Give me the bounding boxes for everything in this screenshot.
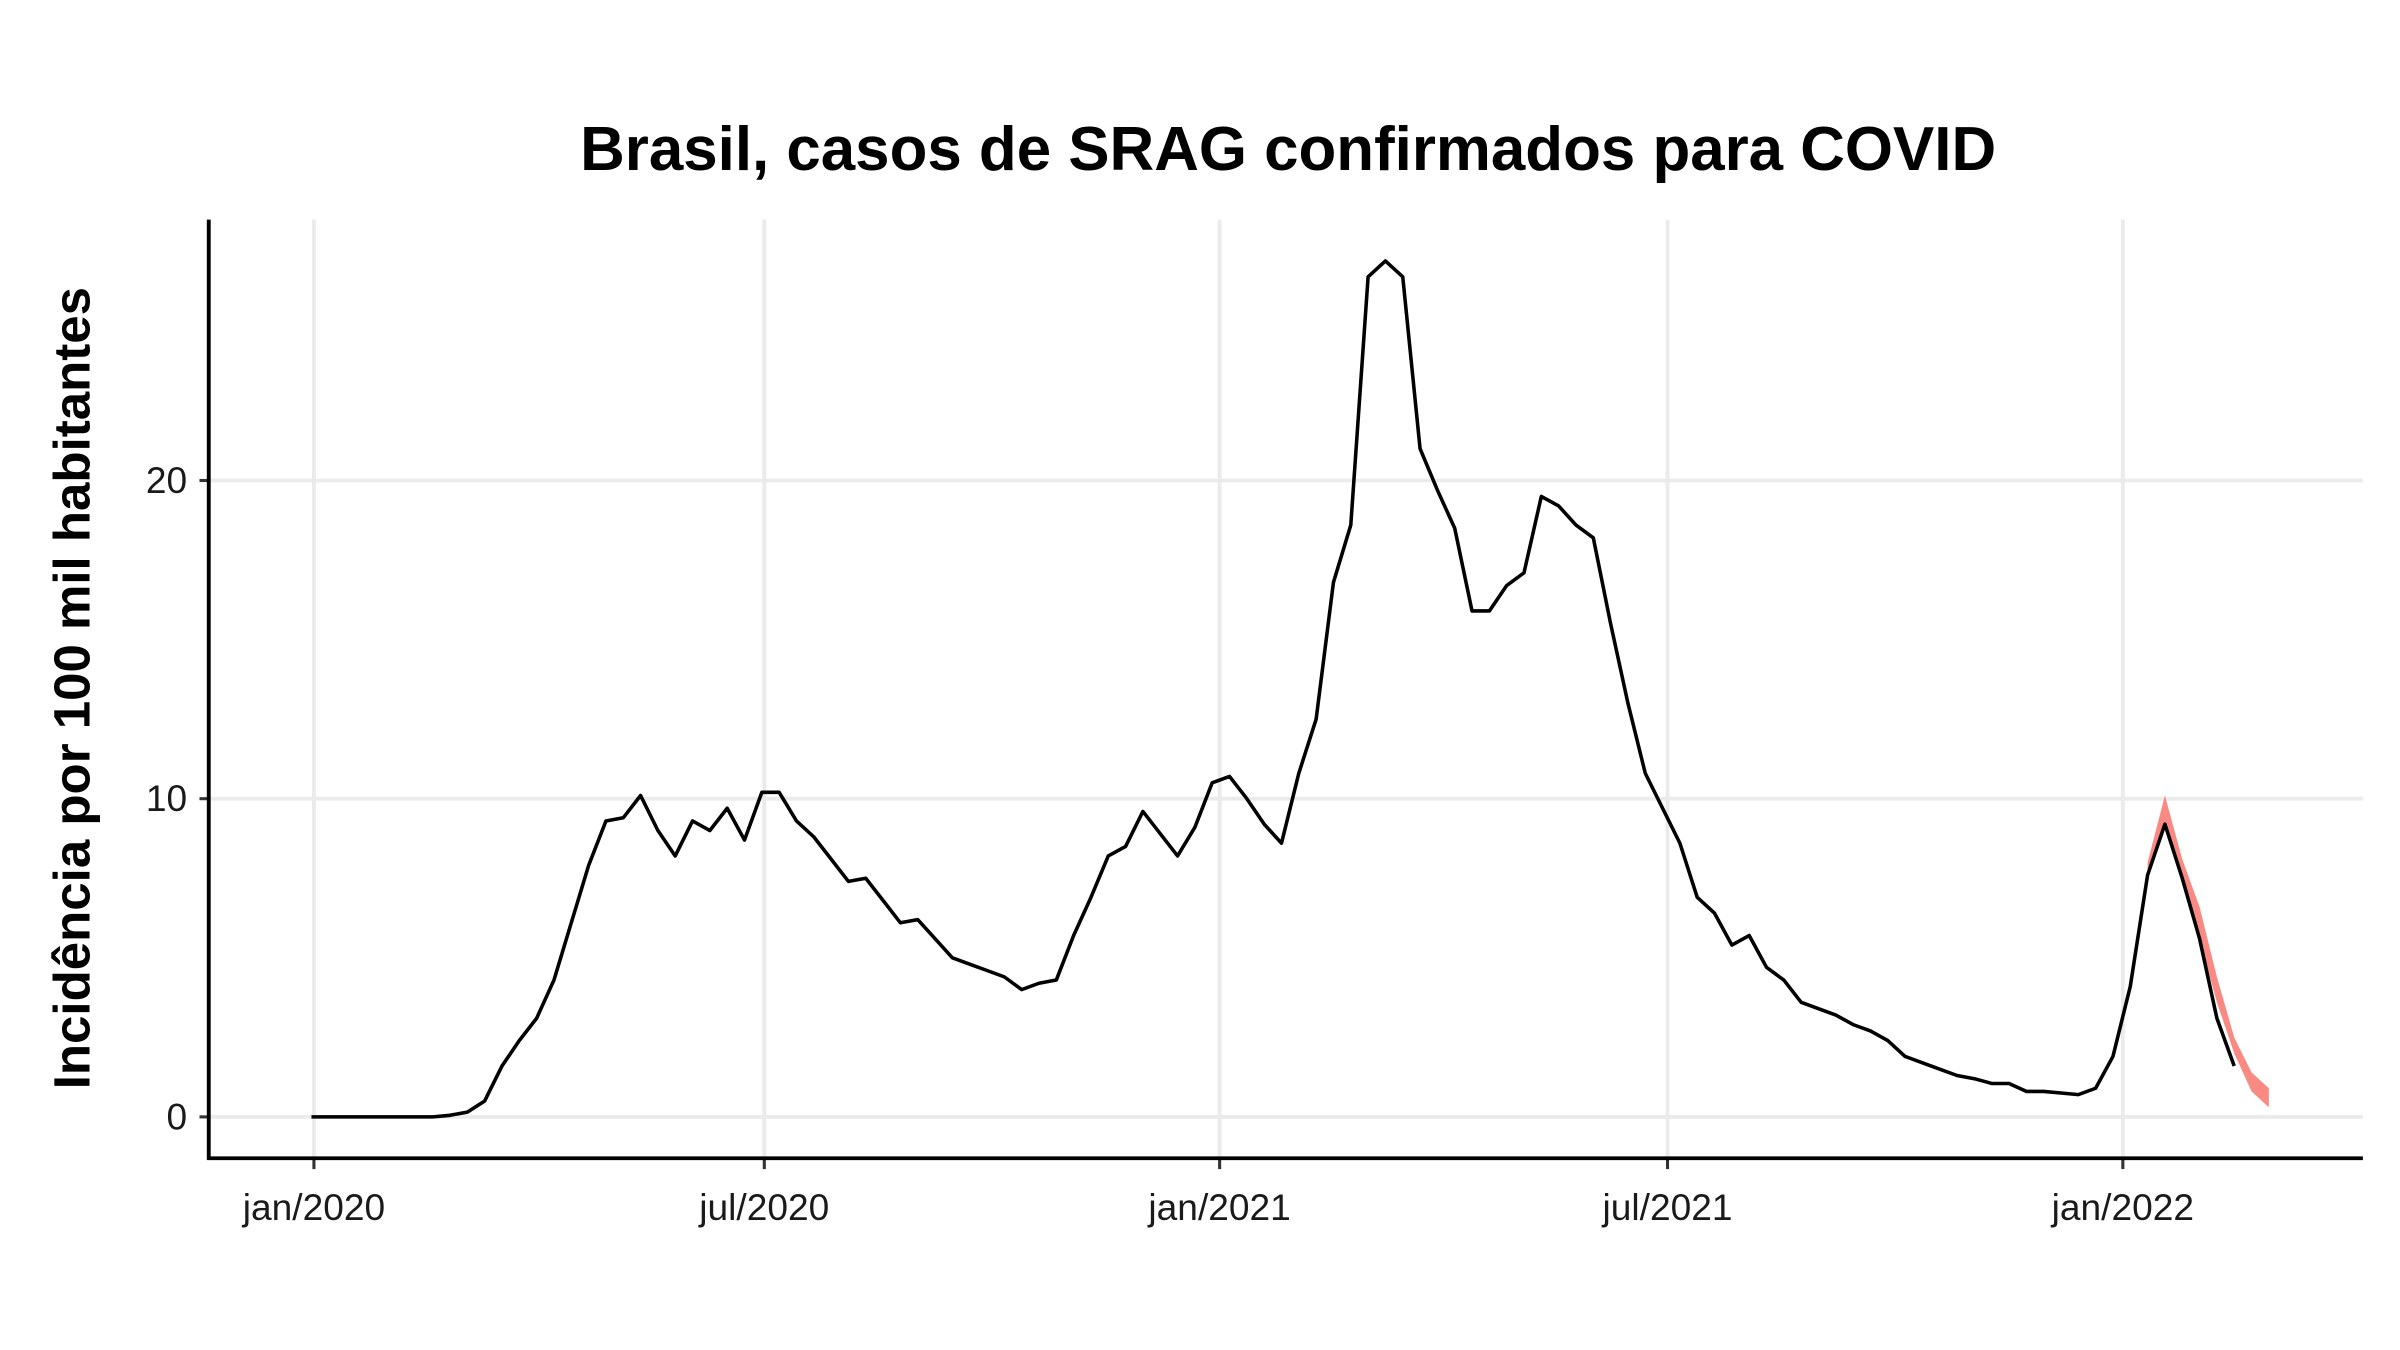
y-tick-label: 20 <box>146 459 187 501</box>
x-tick-label: jul/2020 <box>698 1186 829 1228</box>
y-tick-label: 10 <box>146 777 187 819</box>
x-tick-label: jan/2020 <box>242 1186 385 1228</box>
series-line <box>311 259 2236 1119</box>
x-tick-label: jan/2022 <box>2051 1186 2194 1228</box>
nowcast-band <box>2147 795 2269 1108</box>
x-tick-label: jul/2021 <box>1602 1186 1733 1228</box>
plot-area <box>311 259 2269 1119</box>
grid: 0 10 20 jan/2020 jul/2020 jan/2021 jul/2021 jan… <box>146 219 2363 1228</box>
y-axis-label: Incidência por 100 mil habitantes <box>44 287 101 1089</box>
chart-title: Brasil, casos de SRAG confirmados para C… <box>580 115 1996 184</box>
y-tick-label: 0 <box>166 1095 187 1137</box>
x-tick-label: jan/2021 <box>1147 1186 1290 1228</box>
